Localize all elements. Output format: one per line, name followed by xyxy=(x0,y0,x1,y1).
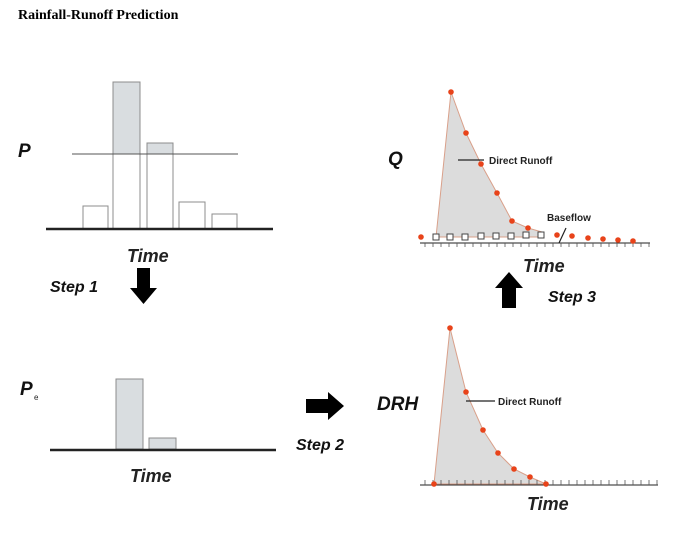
time-label-hyetograph: Time xyxy=(127,246,169,266)
rain-bar-5 xyxy=(211,213,238,230)
drh-panel: DRH Direct Runoff Time xyxy=(377,325,658,514)
step1-group: Step 1 xyxy=(50,268,157,304)
arrow-down-icon xyxy=(130,268,157,304)
page-title: Rainfall-Runoff Prediction xyxy=(18,8,179,23)
arrow-up-icon xyxy=(495,272,523,308)
p-label: P xyxy=(18,141,31,162)
arrow-right-icon xyxy=(306,392,344,420)
rain-bar-4 xyxy=(178,201,206,230)
direct-runoff-label-q: Direct Runoff xyxy=(489,156,553,167)
pe-label: P xyxy=(20,379,33,400)
drh-ticks xyxy=(424,480,658,485)
step2-label: Step 2 xyxy=(296,437,344,454)
rain-bar-2-lower xyxy=(112,153,141,230)
baseflow-leader xyxy=(558,227,567,244)
rain-bar-1 xyxy=(82,205,109,230)
step3-group: Step 3 xyxy=(495,272,596,308)
step2-group: Step 2 xyxy=(296,392,344,454)
hyetograph-panel: P Time xyxy=(18,81,273,266)
time-label-drh: Time xyxy=(527,494,569,514)
step1-label: Step 1 xyxy=(50,279,98,296)
excess-bar-1 xyxy=(115,378,144,450)
hydrograph-ticks xyxy=(424,243,650,247)
rain-bar-2-excess xyxy=(112,81,141,155)
drh-label: DRH xyxy=(377,394,419,415)
q-label: Q xyxy=(388,149,403,170)
step3-label: Step 3 xyxy=(548,289,596,306)
time-label-hydrograph: Time xyxy=(523,256,565,276)
rain-bar-3-excess xyxy=(146,142,174,155)
streamflow-hydrograph-panel: Q xyxy=(388,89,650,276)
baseflow-points xyxy=(432,231,545,241)
excess-rainfall-panel: P e Time xyxy=(20,378,276,486)
excess-bar-2 xyxy=(148,437,177,450)
streamflow-points xyxy=(418,89,636,244)
direct-runoff-label-drh: Direct Runoff xyxy=(498,397,562,408)
rain-bar-3-lower xyxy=(146,153,174,230)
time-label-excess: Time xyxy=(130,466,172,486)
drh-points xyxy=(431,325,549,487)
baseflow-label: Baseflow xyxy=(547,213,591,224)
pe-subscript: e xyxy=(34,393,39,402)
